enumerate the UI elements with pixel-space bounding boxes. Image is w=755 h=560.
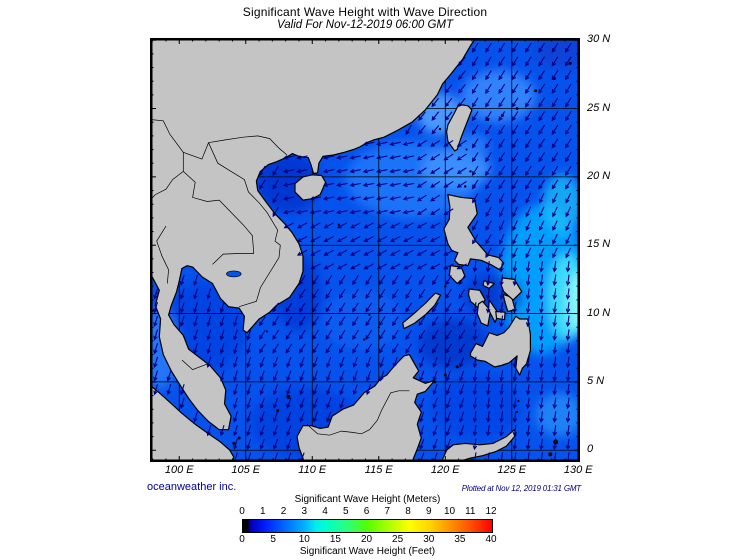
colorbar-gradient-bar [242,519,493,533]
colorbar-tick-label: 9 [426,506,432,517]
colorbar-tick-label: 12 [485,506,497,517]
lat-label: 10 N [587,306,611,319]
land-luzon [443,194,505,271]
colorbar-tick-label: 0 [239,506,245,517]
lon-label: 120 E [430,464,460,476]
land-mainland [150,38,477,431]
lake [226,270,242,278]
land-borneo [296,354,436,462]
land-masses [150,38,531,462]
plotted-timestamp: Plotted at Nov 12, 2019 01:31 GMT [461,484,581,493]
land-palawan [402,292,442,330]
lon-label: 105 E [231,464,261,476]
lat-label: 30 N [587,33,611,46]
colorbar-tick-label: 4 [322,506,328,517]
colorbar-tick-label: 40 [485,534,497,545]
country-borders [150,119,410,436]
colorbar-tick-label: 5 [343,506,349,517]
colorbar-tick-label: 10 [298,534,310,545]
credit-text: oceanweather inc. [147,481,237,493]
colorbar-tick-label: 1 [260,506,266,517]
colorbar-tick-label: 0 [239,534,245,545]
lon-label: 130 E [563,464,593,476]
page-title: Significant Wave Height with Wave Direct… [242,5,488,19]
colorbar-tick-label: 2 [280,506,287,517]
lat-label: 25 N [587,101,611,114]
land-hainan [294,174,327,201]
colorbar-tick-label: 11 [465,506,476,517]
lat-label: 20 N [587,169,611,182]
colorbar-tick-label: 8 [405,506,411,517]
valid-time-subtitle: Valid For Nov-12-2019 06:00 GMT [277,19,453,31]
land-sumatra [150,384,235,462]
colorbar-scale-feet: 0 5 10 15 20 25 30 35 40 [239,534,496,545]
colorbar-scale-meters: 0 1 2 3 4 5 6 7 8 9 10 11 12 [239,506,496,517]
lat-label: 5 N [587,374,605,387]
colorbar-tick-label: 6 [363,506,370,517]
lon-label: 125 E [497,464,527,476]
land-mindanao [469,315,531,376]
colorbar-tick-label: 10 [443,506,456,517]
lat-label: 15 N [587,238,611,251]
colorbar-tick-label: 35 [454,534,466,545]
lon-label: 110 E [298,464,327,476]
lat-label: 0 [587,443,594,456]
land-taiwan [446,103,473,152]
wave-map-svg [150,38,580,462]
colorbar-tick-label: 30 [423,534,435,545]
colorbar-tick-label: 20 [360,534,373,545]
lon-label: 115 E [364,464,393,476]
colorbar-title-meters: Significant Wave Height (Meters) [294,494,441,505]
colorbar-tick-label: 7 [384,506,391,517]
colorbar-title-feet: Significant Wave Height (Feet) [299,546,436,557]
land-sulawesi [440,429,517,462]
map-border [150,38,580,462]
land-bohol [495,310,506,321]
colorbar-tick-label: 15 [329,534,341,545]
lon-label: 100 E [164,464,194,476]
colorbar-tick-label: 5 [270,534,276,545]
map-canvas [150,38,580,462]
wave-direction-arrows [153,42,580,462]
colorbar-tick-label: 25 [392,534,404,545]
colorbar-tick-label: 3 [301,506,308,517]
